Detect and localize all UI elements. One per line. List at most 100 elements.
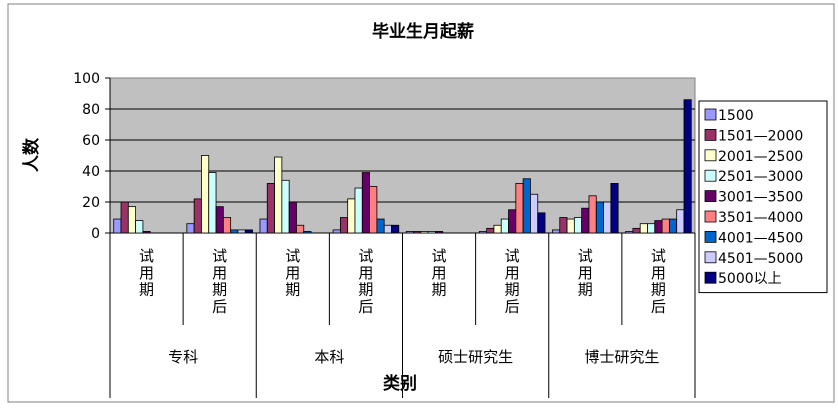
bar <box>632 227 641 234</box>
category-label: 试用期 <box>139 247 154 299</box>
bar <box>193 198 202 234</box>
bar <box>486 227 495 234</box>
bar <box>595 201 604 234</box>
bar <box>625 231 634 234</box>
bar <box>303 231 312 234</box>
group-label: 博士研究生 <box>584 348 659 366</box>
bar <box>354 187 363 234</box>
category-label: 试用期后 <box>505 247 520 315</box>
y-axis-label: 人数 <box>21 137 42 172</box>
group-label: 硕士研究生 <box>438 348 513 366</box>
category-label: 试用期 <box>285 247 300 299</box>
bar <box>288 201 297 234</box>
bar <box>559 217 568 234</box>
bar <box>361 172 370 234</box>
bar <box>581 207 590 234</box>
legend-swatch <box>704 230 717 243</box>
bar <box>259 218 268 234</box>
legend-swatch <box>704 210 717 223</box>
bar <box>573 217 583 234</box>
category-label: 试用期 <box>432 247 447 299</box>
legend-swatch <box>704 108 717 121</box>
legend-swatch <box>704 149 717 162</box>
bar <box>566 218 575 234</box>
bar <box>639 223 648 234</box>
bar <box>603 201 612 234</box>
bar <box>537 212 546 234</box>
bar <box>332 229 341 234</box>
bar <box>281 179 290 234</box>
bar <box>654 220 663 234</box>
bar <box>493 224 502 234</box>
category-label: 试用期后 <box>212 247 227 315</box>
legend-label: 4001—4500 <box>718 230 803 246</box>
bar <box>244 229 253 234</box>
chart-title: 毕业生月起薪 <box>372 21 474 42</box>
bar <box>435 231 444 234</box>
bar <box>515 182 524 234</box>
bar <box>588 195 597 234</box>
bar <box>552 229 561 234</box>
bar <box>215 206 224 234</box>
legend <box>698 100 828 294</box>
bar <box>427 231 436 234</box>
group-label: 专科 <box>168 348 198 366</box>
bar <box>610 182 619 234</box>
bar <box>661 218 670 234</box>
bar <box>237 229 246 234</box>
legend-label: 3501—4000 <box>718 210 803 226</box>
legend-label: 4501—5000 <box>718 251 803 267</box>
bar <box>339 217 349 234</box>
bar <box>222 217 232 234</box>
legend-swatch <box>704 128 717 141</box>
bar <box>530 193 539 234</box>
bar <box>500 218 509 234</box>
bar <box>508 209 517 234</box>
bar <box>683 99 692 234</box>
y-tick-label: 100 <box>73 71 100 87</box>
bar <box>296 224 305 234</box>
legend-swatch <box>704 251 717 264</box>
y-tick-label: 20 <box>82 195 100 211</box>
bar <box>420 231 429 234</box>
legend-label: 1500 <box>718 108 754 124</box>
legend-label: 3001—3500 <box>718 190 803 206</box>
legend-swatch <box>704 190 717 203</box>
category-label: 试用期后 <box>358 247 373 315</box>
group-label: 本科 <box>314 348 344 366</box>
bar <box>120 201 129 234</box>
bar <box>347 198 356 234</box>
legend-label: 2501—3000 <box>718 169 803 185</box>
bar <box>230 229 239 234</box>
legend-label: 5000以上 <box>718 271 782 287</box>
bar <box>376 218 385 234</box>
bar <box>135 220 144 234</box>
bar <box>208 172 217 234</box>
bar <box>186 223 195 234</box>
category-label: 试用期后 <box>651 247 666 315</box>
bar <box>369 186 378 234</box>
bar <box>142 231 151 234</box>
y-tick-label: 80 <box>82 102 100 118</box>
legend-swatch <box>704 271 717 284</box>
legend-label: 1501—2000 <box>718 128 803 144</box>
bar <box>201 155 210 234</box>
x-axis-label: 类别 <box>383 373 417 394</box>
bar <box>274 156 283 234</box>
bar <box>647 223 656 234</box>
legend-label: 2001—2500 <box>718 149 803 165</box>
bar <box>266 182 275 234</box>
legend-swatch <box>704 169 717 182</box>
bar <box>413 231 422 234</box>
y-tick-label: 60 <box>82 133 100 149</box>
bar <box>113 218 122 234</box>
bar <box>522 178 531 234</box>
bar <box>391 224 400 234</box>
y-tick-label: 40 <box>82 164 100 180</box>
category-label: 试用期 <box>578 247 593 299</box>
bar <box>478 231 488 234</box>
bar <box>405 231 414 234</box>
bar <box>668 218 678 234</box>
